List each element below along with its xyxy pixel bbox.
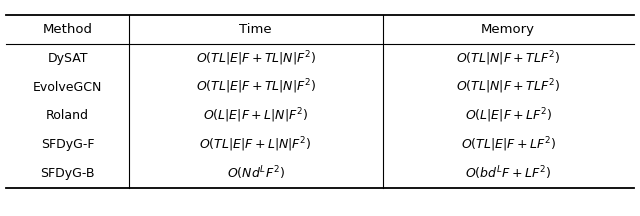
Text: $O(bd^LF + LF^2)$: $O(bd^LF + LF^2)$ [465,165,551,182]
Text: $O(TL|E|F + L|N|F^2)$: $O(TL|E|F + L|N|F^2)$ [200,135,312,154]
Text: $O(TL|E|F + TL|N|F^2)$: $O(TL|E|F + TL|N|F^2)$ [196,49,316,68]
Text: DySAT: DySAT [47,52,88,65]
Text: $O(Nd^LF^2)$: $O(Nd^LF^2)$ [227,165,285,182]
Text: $O(TL|E|F + LF^2)$: $O(TL|E|F + LF^2)$ [461,135,556,154]
Text: EvolveGCN: EvolveGCN [33,81,102,94]
Text: $O(L|E|F + L|N|F^2)$: $O(L|E|F + L|N|F^2)$ [203,107,308,125]
Text: SFDyG-B: SFDyG-B [40,167,95,180]
Text: $O(TL|E|F + TL|N|F^2)$: $O(TL|E|F + TL|N|F^2)$ [196,78,316,96]
Text: Method: Method [42,23,93,36]
Text: $O(TL|N|F + TLF^2)$: $O(TL|N|F + TLF^2)$ [456,49,560,68]
Text: $O(TL|N|F + TLF^2)$: $O(TL|N|F + TLF^2)$ [456,78,560,96]
Text: Time: Time [239,23,272,36]
Text: SFDyG-F: SFDyG-F [41,138,94,151]
Text: $O(L|E|F + LF^2)$: $O(L|E|F + LF^2)$ [465,107,552,125]
Text: Roland: Roland [46,110,89,122]
Text: Memory: Memory [481,23,535,36]
